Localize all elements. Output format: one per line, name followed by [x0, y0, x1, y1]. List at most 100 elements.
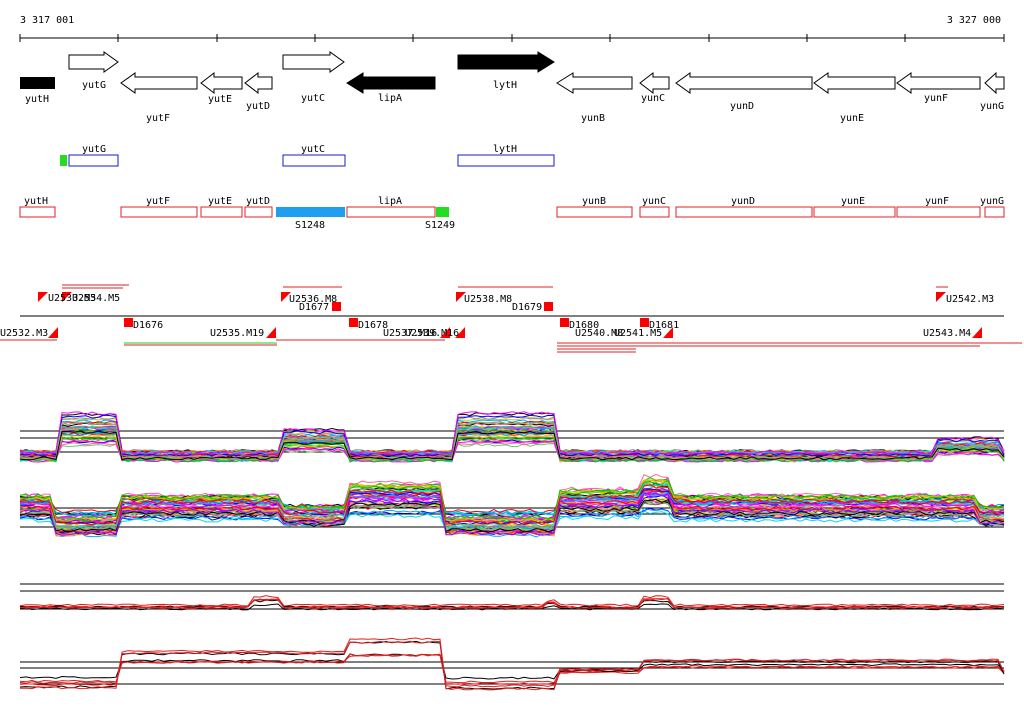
gene-label-lipa: lipA — [378, 93, 402, 104]
ruler-start-label: 3 317 001 — [20, 15, 74, 26]
d-marker-d1677[interactable] — [332, 302, 341, 311]
green-feature-marker[interactable] — [60, 155, 67, 166]
cyan-feature-s1248[interactable] — [276, 207, 345, 217]
red-box-label-yunc: yunC — [642, 196, 666, 207]
expression-panel-2 — [19, 473, 1005, 538]
gene-arrow-yutg[interactable] — [68, 51, 119, 73]
expression-curve — [19, 479, 1005, 520]
red-box-label-yune: yunE — [841, 196, 865, 207]
blue-box-yutc[interactable] — [282, 154, 346, 167]
gene-label-yutf: yutF — [146, 113, 170, 124]
d-marker-d1681[interactable] — [640, 318, 649, 327]
red-box-yung[interactable] — [984, 206, 1005, 218]
expression-curve — [19, 488, 1005, 523]
expression-curve — [19, 640, 1005, 690]
d-marker-d1676[interactable] — [124, 318, 133, 327]
red-box-yunf[interactable] — [896, 206, 981, 218]
segment-label: U2543.M4 — [923, 328, 971, 339]
red-box-yunb[interactable] — [556, 206, 633, 218]
expression-curve — [19, 597, 1005, 610]
blue-box-lyth[interactable] — [457, 154, 555, 167]
red-box-yund[interactable] — [675, 206, 813, 218]
feature-label-s1249: S1249 — [425, 220, 455, 231]
red-box-label-yung: yunG — [980, 196, 1004, 207]
segment-flag[interactable] — [38, 292, 48, 302]
gene-label-yuth: yutH — [25, 94, 49, 105]
red-box-label-yute: yutE — [208, 196, 232, 207]
expression-curve — [19, 489, 1005, 534]
red-box-label-lipa: lipA — [378, 196, 402, 207]
gene-label-yung: yunG — [980, 101, 1004, 112]
gene-label-yunb: yunB — [581, 113, 605, 124]
segment-flag[interactable] — [62, 292, 72, 302]
gene-arrow-yung[interactable] — [984, 71, 1005, 95]
d-marker-d1679[interactable] — [544, 302, 553, 311]
gene-arrow-yutf[interactable] — [120, 72, 198, 94]
expression-curve — [19, 637, 1005, 691]
gene-arrow-yunc[interactable] — [639, 71, 670, 95]
segment-flag[interactable] — [48, 327, 58, 338]
red-box-yunc[interactable] — [639, 206, 670, 218]
gene-arrow-lipa[interactable] — [346, 72, 436, 94]
ruler-end-label: 3 327 000 — [947, 15, 1001, 26]
gene-label-yutd: yutD — [246, 101, 270, 112]
segment-flag[interactable] — [456, 292, 466, 302]
red-box-yune[interactable] — [813, 206, 896, 218]
expression-curve — [19, 430, 1005, 461]
red-box-lipa[interactable] — [346, 206, 436, 218]
gene-label-yunf: yunF — [924, 93, 948, 104]
expression-curve — [19, 653, 1005, 680]
segment-flag[interactable] — [936, 292, 946, 302]
expression-curve — [19, 640, 1005, 688]
gene-label-lyth: lytH — [493, 80, 517, 91]
blue-box-label-yutg: yutG — [82, 144, 106, 155]
segment-flag[interactable] — [281, 292, 291, 302]
expression-curve — [19, 653, 1005, 685]
segment-flag[interactable] — [440, 327, 450, 338]
segment-label: U2533.M5 — [48, 293, 96, 304]
expression-curve — [19, 428, 1005, 463]
expression-curve — [19, 498, 1005, 533]
gene-arrow-yund[interactable] — [675, 72, 813, 94]
feature-label-s1248: S1248 — [295, 220, 325, 231]
d-marker-d1678[interactable] — [349, 318, 358, 327]
red-box-label-yutf: yutF — [146, 196, 170, 207]
gene-arrow-yunf[interactable] — [896, 72, 981, 94]
gene-arrow-yutd[interactable] — [244, 71, 273, 95]
d-marker-d1680[interactable] — [560, 318, 569, 327]
expression-curve — [19, 484, 1005, 526]
green-feature-s1249[interactable] — [436, 207, 449, 217]
segment-label: D1679 — [512, 302, 542, 313]
blue-box-yutg[interactable] — [68, 154, 119, 167]
expression-curve — [19, 654, 1005, 684]
gene-arrow-lyth[interactable] — [457, 51, 555, 73]
coordinate-ruler: 3 317 001 3 327 000 — [19, 15, 1005, 42]
expression-curve — [19, 501, 1005, 531]
red-box-yutd[interactable] — [244, 206, 273, 218]
expression-panel-1 — [19, 411, 1005, 463]
segment-flag[interactable] — [455, 327, 465, 338]
segment-flag[interactable] — [266, 327, 276, 338]
gene-label-yund: yunD — [730, 101, 754, 112]
gene-label-yutg: yutG — [82, 80, 106, 91]
gene-arrow-yuth[interactable] — [20, 77, 55, 89]
segment-flag[interactable] — [663, 327, 673, 338]
segment-flag[interactable] — [972, 327, 982, 338]
expression-panel-4 — [19, 637, 1005, 691]
segment-track: U2533.M5 U2534.M5 U2536.M8 D1677 U2538.M… — [0, 284, 1022, 353]
red-box-label-yutd: yutD — [246, 196, 270, 207]
segment-label: U2534.M5 — [72, 293, 120, 304]
gene-arrow-yunb[interactable] — [556, 72, 633, 94]
gene-label-yute: yutE — [208, 94, 232, 105]
gene-arrow-yute[interactable] — [200, 71, 243, 95]
gene-label-yune: yunE — [840, 113, 864, 124]
red-box-yute[interactable] — [200, 206, 243, 218]
gene-arrow-yune[interactable] — [813, 72, 896, 94]
red-box-yutf[interactable] — [120, 206, 198, 218]
expression-curve — [19, 488, 1004, 515]
expression-curve — [19, 420, 1005, 458]
red-box-yuth[interactable] — [19, 206, 56, 218]
blue-box-label-lyth: lytH — [493, 144, 517, 155]
gene-arrow-yutc[interactable] — [282, 51, 345, 73]
